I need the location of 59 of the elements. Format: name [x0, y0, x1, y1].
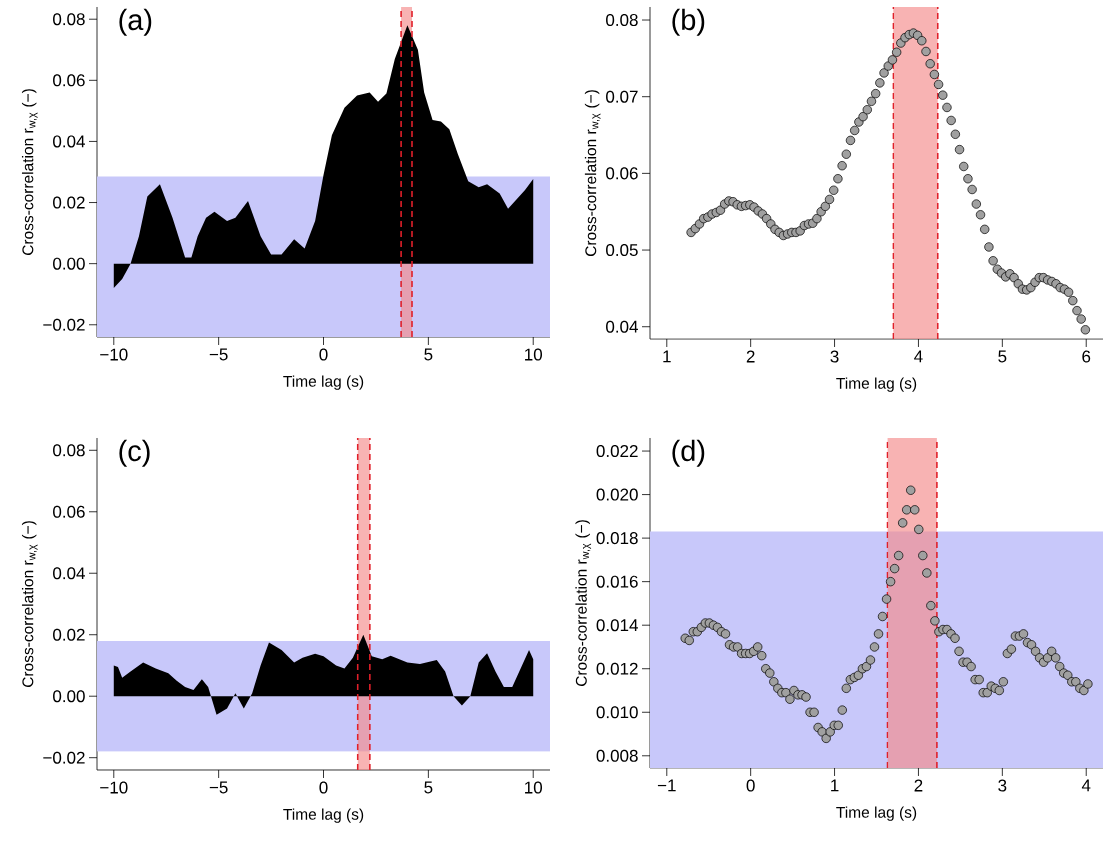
- y-tick-label: 0.014: [596, 619, 638, 632]
- x-tick-label: 10: [525, 348, 543, 361]
- y-tick-label: −0.02: [43, 318, 85, 331]
- x-axis-title: Time lag (s): [283, 375, 364, 390]
- y-tick-label: 0.08: [606, 14, 638, 27]
- x-tick-label: 3: [998, 779, 1007, 792]
- y-tick-label: 0.06: [53, 505, 85, 518]
- x-tick-label: −10: [100, 781, 128, 794]
- x-tick-label: 0: [746, 779, 755, 792]
- x-axis-title: Time lag (s): [836, 377, 917, 392]
- x-tick-label: 0: [319, 348, 328, 361]
- y-tick-label: 0.018: [596, 532, 638, 545]
- x-tick-label: 2: [746, 350, 755, 363]
- x-tick-label: 1: [831, 779, 839, 792]
- x-tick-label: −5: [209, 348, 228, 361]
- y-tick-label: 0.07: [606, 90, 638, 103]
- y-axis-title: Cross-correlation r$_{w,χ}$ (−): [575, 520, 592, 686]
- x-tick-label: −5: [209, 781, 228, 794]
- y-tick-label: 0.00: [53, 257, 85, 270]
- y-tick-label: 0.08: [53, 444, 85, 457]
- y-axis-title: Cross-correlation r$_{w,χ}$ (−): [584, 90, 601, 257]
- y-tick-label: 0.05: [606, 244, 638, 257]
- chart-title: (c): [119, 439, 150, 467]
- y-tick-label: 0.020: [596, 488, 638, 501]
- y-tick-label: 0.04: [53, 135, 85, 148]
- x-tick-label: 1: [663, 350, 671, 363]
- x-tick-label: 3: [830, 350, 839, 363]
- y-tick-label: 0.022: [596, 445, 638, 458]
- y-axis-title: Cross-correlation r$_{w,χ}$ (−): [21, 521, 38, 687]
- x-tick-label: 6: [1082, 350, 1091, 363]
- y-tick-label: 0.06: [53, 74, 85, 87]
- y-tick-label: 0.02: [53, 628, 85, 641]
- y-tick-label: 0.04: [53, 567, 85, 580]
- y-tick-label: 0.010: [596, 706, 638, 719]
- x-tick-label: 4: [914, 350, 923, 363]
- chart-title: (d): [672, 439, 705, 467]
- y-tick-label: −0.02: [43, 751, 85, 764]
- x-tick-label: 0: [319, 781, 328, 794]
- x-tick-label: −10: [100, 348, 128, 361]
- y-tick-label: 0.008: [596, 749, 638, 762]
- y-tick-label: 0.016: [596, 575, 638, 588]
- y-tick-label: 0.06: [606, 167, 638, 180]
- y-axis-title: Cross-correlation r$_{w,χ}$ (−): [21, 89, 38, 255]
- x-axis-title: Time lag (s): [836, 806, 917, 821]
- x-tick-label: 10: [525, 781, 543, 794]
- y-tick-label: 0.00: [53, 690, 85, 703]
- x-tick-label: −1: [657, 779, 676, 792]
- y-tick-label: 0.012: [596, 662, 638, 675]
- chart-title: (a): [119, 8, 152, 36]
- y-tick-label: 0.08: [53, 13, 85, 26]
- y-tick-label: 0.02: [53, 196, 85, 209]
- x-tick-label: 5: [424, 781, 433, 794]
- x-tick-label: 4: [1081, 779, 1091, 792]
- x-axis-title: Time lag (s): [283, 808, 364, 823]
- y-tick-label: 0.04: [606, 320, 638, 333]
- x-tick-label: 5: [424, 348, 433, 361]
- x-tick-label: 5: [998, 350, 1007, 363]
- chart-title: (b): [672, 8, 705, 36]
- x-tick-label: 2: [914, 779, 923, 792]
